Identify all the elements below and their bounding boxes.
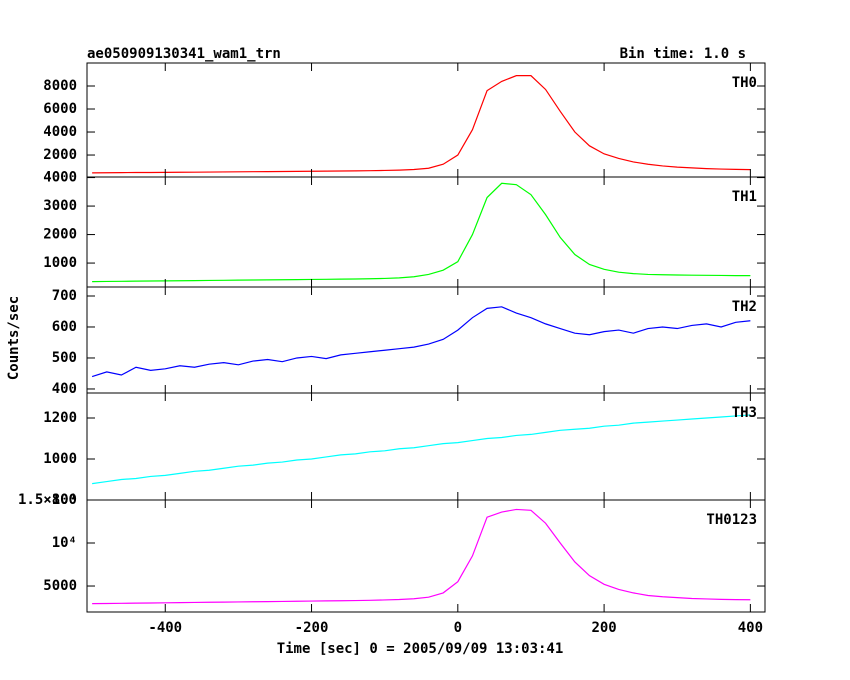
- y-tick-label: 1200: [43, 410, 77, 426]
- bin-time: Bin time: 1.0 s: [620, 46, 746, 62]
- light-curve: [92, 75, 751, 174]
- y-tick-label: 2000: [43, 227, 77, 243]
- y-tick-label: 1000: [43, 451, 77, 467]
- series-label: TH0: [732, 75, 757, 91]
- y-tick-label: 4000: [43, 170, 77, 186]
- x-tick-label: -200: [295, 620, 329, 636]
- x-axis-label: Time [sec] 0 = 2005/09/09 13:03:41: [277, 641, 564, 657]
- y-tick-label: 8000: [43, 78, 77, 94]
- y-tick-label: 400: [52, 381, 77, 397]
- y-tick-label: 3000: [43, 198, 77, 214]
- light-curve: [92, 508, 751, 605]
- y-tick-label: 6000: [43, 101, 77, 117]
- y-tick-label: 800: [52, 492, 77, 508]
- panel-frame: [86, 499, 766, 613]
- y-tick-label: 2000: [43, 147, 77, 163]
- light-curve: [91, 306, 751, 378]
- x-tick-label: 0: [454, 620, 462, 636]
- y-tick-label: 5000: [43, 578, 77, 594]
- light-curve: [92, 414, 751, 485]
- chart-title: ae050909130341_wam1_trn: [87, 46, 281, 62]
- y-tick-label: 1.5×10⁴: [18, 492, 77, 508]
- series-label: TH2: [732, 299, 757, 315]
- y-axis-label: Counts/sec: [6, 296, 22, 380]
- x-tick-label: 200: [591, 620, 616, 636]
- series-label: TH3: [732, 405, 757, 421]
- y-tick-label: 700: [52, 288, 77, 304]
- series-label: TH1: [732, 189, 757, 205]
- y-tick-label: 600: [52, 319, 77, 335]
- y-tick-label: 1000: [43, 255, 77, 271]
- y-tick-label: 4000: [43, 124, 77, 140]
- x-tick-label: 400: [738, 620, 763, 636]
- light-curve: [92, 182, 751, 283]
- y-tick-label: 500: [52, 350, 77, 366]
- series-label: TH0123: [706, 512, 757, 528]
- y-tick-label: 10⁴: [52, 535, 77, 551]
- x-tick-label: -400: [148, 620, 182, 636]
